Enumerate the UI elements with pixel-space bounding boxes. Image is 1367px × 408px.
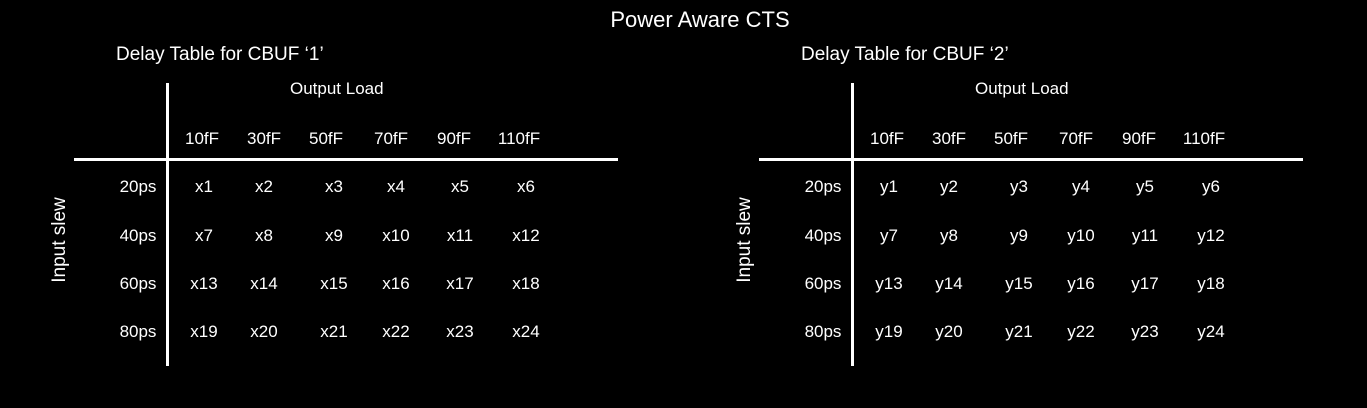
row-header: 60ps [119, 274, 157, 293]
table-cell: x8 [255, 226, 273, 245]
column-header: 70fF [373, 129, 409, 148]
table-cell: x17 [446, 274, 474, 293]
page-title: Power Aware CTS [610, 7, 790, 32]
table-cell: y24 [1197, 322, 1225, 341]
column-header: 90fF [1121, 129, 1157, 148]
column-header: 110fF [1182, 129, 1226, 148]
table-cell: y1 [880, 177, 898, 196]
table-cell: y5 [1136, 177, 1154, 196]
table-cell: x5 [451, 177, 469, 196]
column-header: 70fF [1058, 129, 1094, 148]
table-cell: y20 [935, 322, 963, 341]
table-cell: x3 [325, 177, 343, 196]
row-header: 60ps [804, 274, 842, 293]
table-cell: y6 [1202, 177, 1220, 196]
table-cell: x10 [382, 226, 410, 245]
row-header: 40ps [804, 226, 842, 245]
row-group-label: Input slew [734, 197, 755, 283]
table-cell: y2 [940, 177, 958, 196]
table-cell: x11 [446, 226, 474, 245]
table-cell: x18 [512, 274, 540, 293]
column-header: 30fF [246, 129, 282, 148]
table-cell: y14 [935, 274, 963, 293]
column-header: 50fF [308, 129, 344, 148]
table-cell: x12 [512, 226, 540, 245]
table-cell: y15 [1005, 274, 1033, 293]
table-cell: x9 [325, 226, 343, 245]
table-cell: x6 [517, 177, 535, 196]
table-cell: x22 [382, 322, 410, 341]
table-cell: y12 [1197, 226, 1225, 245]
table-title: Delay Table for CBUF ‘1’ [116, 44, 324, 65]
column-header: 90fF [436, 129, 472, 148]
table-cell: y3 [1010, 177, 1028, 196]
delay-table-panel-2: Delay Table for CBUF ‘2’ Output Load Inp… [685, 0, 1303, 408]
column-header: 10fF [184, 129, 220, 148]
row-group-label: Input slew [49, 197, 70, 283]
table-cell: y7 [880, 226, 898, 245]
row-header: 80ps [119, 322, 157, 341]
table-cell: x16 [382, 274, 410, 293]
vertical-divider [851, 83, 854, 366]
table-cell: x23 [446, 322, 474, 341]
table-cell: y9 [1010, 226, 1028, 245]
table-cell: y11 [1131, 226, 1159, 245]
table-cell: y16 [1067, 274, 1095, 293]
table-cell: y10 [1067, 226, 1095, 245]
table-cell: x15 [320, 274, 348, 293]
column-header: 50fF [993, 129, 1029, 148]
table-cell: x20 [250, 322, 278, 341]
table-cell: y17 [1131, 274, 1159, 293]
row-header: 80ps [804, 322, 842, 341]
column-header: 30fF [931, 129, 967, 148]
table-title: Delay Table for CBUF ‘2’ [801, 44, 1009, 65]
table-cell: y18 [1197, 274, 1225, 293]
column-group-label: Output Load [975, 79, 1069, 98]
table-cell: x19 [190, 322, 218, 341]
table-cell: x14 [250, 274, 278, 293]
table-cell: y21 [1005, 322, 1033, 341]
column-header: 110fF [497, 129, 541, 148]
row-header: 40ps [119, 226, 157, 245]
table-cell: x13 [190, 274, 218, 293]
row-header: 20ps [804, 177, 842, 196]
table-cell: x1 [195, 177, 213, 196]
table-cell: y13 [875, 274, 903, 293]
delay-table-panel-1: Delay Table for CBUF ‘1’ Output Load Inp… [0, 0, 618, 408]
table-cell: x4 [387, 177, 405, 196]
table-cell: x24 [512, 322, 540, 341]
table-cell: y4 [1072, 177, 1090, 196]
table-cell: x21 [320, 322, 348, 341]
column-header: 10fF [869, 129, 905, 148]
table-cell: x2 [255, 177, 273, 196]
row-header: 20ps [119, 177, 157, 196]
table-cell: y8 [940, 226, 958, 245]
vertical-divider [166, 83, 169, 366]
table-cell: y23 [1131, 322, 1159, 341]
column-group-label: Output Load [290, 79, 384, 98]
horizontal-divider [759, 158, 1303, 161]
table-cell: y22 [1067, 322, 1095, 341]
table-cell: x7 [195, 226, 213, 245]
horizontal-divider [74, 158, 618, 161]
table-cell: y19 [875, 322, 903, 341]
